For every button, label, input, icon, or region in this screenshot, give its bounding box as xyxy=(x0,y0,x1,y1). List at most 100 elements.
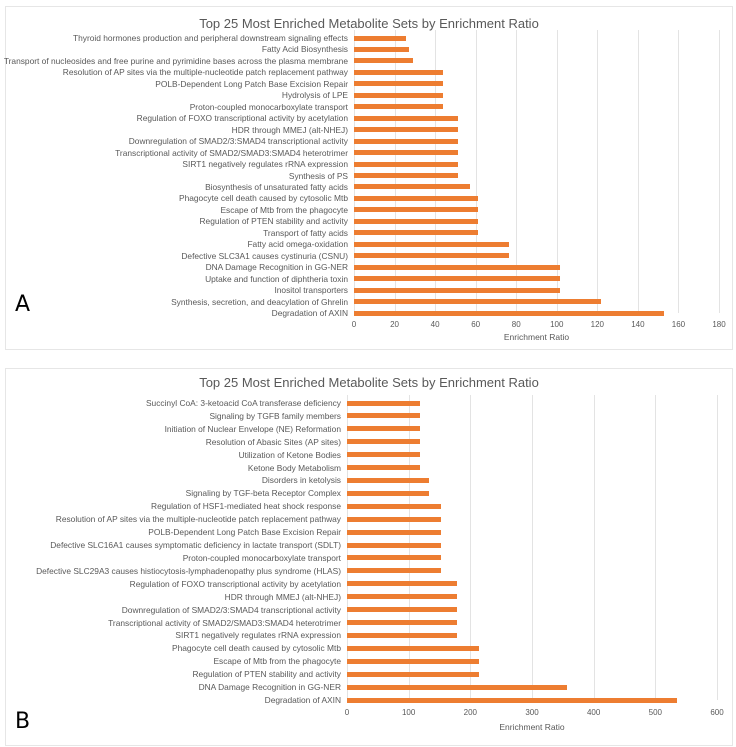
x-tick-label: 160 xyxy=(671,320,686,329)
gridline xyxy=(678,30,680,313)
bar xyxy=(354,81,443,87)
category-label: Escape of Mtb from the phagocyte xyxy=(213,656,341,667)
bar xyxy=(347,426,421,432)
category-label: Fatty Acid Biosynthesis xyxy=(261,44,348,55)
gridline xyxy=(655,395,657,700)
bar xyxy=(354,104,443,110)
category-label: Synthesis, secretion, and deacylation of… xyxy=(171,296,348,307)
bar xyxy=(354,264,561,270)
bar xyxy=(354,69,443,75)
category-label: Resolution of AP sites via the multiple-… xyxy=(62,67,348,78)
bar xyxy=(354,253,509,259)
bar xyxy=(347,697,677,703)
category-label: Degradation of AXIN xyxy=(271,308,348,318)
category-label: Regulation of HSF1-mediated heat shock r… xyxy=(151,501,341,512)
bar xyxy=(354,127,458,133)
bar xyxy=(354,184,470,190)
category-label: Uptake and function of diphtheria toxin xyxy=(205,273,348,284)
category-label: Signaling by TGF-beta Receptor Complex xyxy=(185,488,341,499)
category-label: SIRT1 negatively regulates rRNA expressi… xyxy=(175,630,341,641)
bar xyxy=(354,299,602,305)
gridline xyxy=(475,30,477,313)
category-label: Resolution of AP sites via the multiple-… xyxy=(55,514,341,525)
category-label: Biosynthesis of unsaturated fatty acids xyxy=(205,181,348,192)
gridline xyxy=(556,30,558,313)
bar xyxy=(347,671,479,677)
bar xyxy=(347,465,421,471)
bar xyxy=(347,413,421,419)
bar xyxy=(354,230,479,236)
panel-label: A xyxy=(15,292,31,317)
bar xyxy=(347,658,479,664)
category-label: DNA Damage Recognition in GG-NER xyxy=(198,682,341,693)
bar xyxy=(354,35,406,41)
bar xyxy=(347,542,442,548)
bar xyxy=(354,310,665,316)
category-label: Hydrolysis of LPE xyxy=(281,90,348,101)
category-label: Regulation of PTEN stability and activit… xyxy=(199,216,349,227)
bar xyxy=(354,207,478,213)
category-label: DNA Damage Recognition in GG-NER xyxy=(205,262,348,273)
bar xyxy=(347,632,457,638)
gridline xyxy=(637,30,639,313)
bar xyxy=(347,607,457,613)
bar xyxy=(347,439,421,445)
bar xyxy=(347,490,430,496)
bar xyxy=(347,516,442,522)
x-tick-label: 100 xyxy=(401,708,416,717)
category-label: Regulation of FOXO transcriptional activ… xyxy=(129,578,341,589)
category-label: Proton-coupled monocarboxylate transport xyxy=(182,552,341,563)
x-axis-label: Enrichment Ratio xyxy=(503,332,570,342)
gridline xyxy=(435,30,437,313)
category-label: Degradation of AXIN xyxy=(264,695,341,705)
bar xyxy=(347,620,457,626)
x-tick-label: 500 xyxy=(648,708,662,717)
x-tick-label: 300 xyxy=(525,708,539,717)
bar xyxy=(354,115,458,121)
x-tick-label: 80 xyxy=(511,320,521,329)
bar xyxy=(354,150,458,156)
category-label: Utilization of Ketone Bodies xyxy=(238,449,341,460)
x-tick-label: 600 xyxy=(710,708,724,717)
x-tick-label: 0 xyxy=(351,320,357,329)
category-label: Transport of nucleosides and free purine… xyxy=(3,55,348,66)
panel-label: B xyxy=(15,709,31,734)
bar xyxy=(347,529,442,535)
x-tick-label: 40 xyxy=(430,320,440,329)
bar xyxy=(354,287,561,293)
category-label: Downregulation of SMAD2/3:SMAD4 transcri… xyxy=(121,604,341,615)
category-label: Transcriptional activity of SMAD2/SMAD3:… xyxy=(108,617,341,628)
x-axis-label: Enrichment Ratio xyxy=(499,722,565,732)
bar xyxy=(347,581,457,587)
gridline xyxy=(470,395,472,700)
category-label: Resolution of Abasic Sites (AP sites) xyxy=(205,436,341,447)
bar xyxy=(347,645,479,651)
category-label: Transport of fatty acids xyxy=(263,227,348,238)
bar xyxy=(347,594,457,600)
x-tick-label: 60 xyxy=(471,320,481,329)
category-label: Inositol transporters xyxy=(274,285,348,296)
bar xyxy=(347,503,442,509)
category-label: Proton-coupled monocarboxylate transport xyxy=(189,101,348,112)
category-label: Phagocyte cell death caused by cytosolic… xyxy=(172,643,341,654)
bar xyxy=(347,568,442,574)
panel-a: Top 25 Most Enriched Metabolite Sets by … xyxy=(3,6,733,350)
bar xyxy=(347,400,421,406)
category-label: Downregulation of SMAD2/3:SMAD4 transcri… xyxy=(128,136,348,147)
x-tick-label: 0 xyxy=(344,708,350,717)
x-tick-label: 20 xyxy=(390,320,399,329)
gridline xyxy=(593,395,595,700)
category-label: Succinyl CoA: 3-ketoacid CoA transferase… xyxy=(145,398,341,408)
category-label: POLB-Dependent Long Patch Base Excision … xyxy=(155,78,348,89)
category-label: Defective SLC16A1 causes symptomatic def… xyxy=(50,540,341,551)
x-tick-label: 140 xyxy=(631,320,645,329)
bar xyxy=(354,92,443,98)
bar xyxy=(354,173,458,178)
chart-title: Top 25 Most Enriched Metabolite Sets by … xyxy=(199,375,539,390)
category-label: Thyroid hormones production and peripher… xyxy=(73,33,348,43)
bar xyxy=(347,555,442,561)
category-label: SIRT1 negatively regulates rRNA expressi… xyxy=(182,159,348,170)
bar xyxy=(347,477,430,483)
category-label: Disorders in ketolysis xyxy=(261,475,341,486)
bar xyxy=(347,452,421,458)
